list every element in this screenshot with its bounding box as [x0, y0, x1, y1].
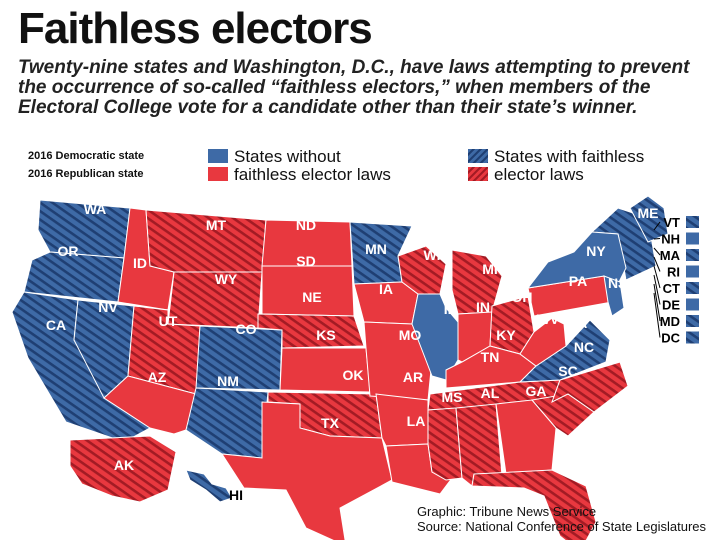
- state-label-nc: NC: [574, 339, 594, 355]
- callout-label-vt: VT: [663, 215, 680, 230]
- state-label-id: ID: [133, 255, 147, 271]
- legend: 2016 Democratic state 2016 Republican st…: [0, 146, 720, 186]
- state-label-ia: IA: [379, 281, 393, 297]
- state-tx: [221, 401, 393, 545]
- callout-swatch-de: [686, 298, 699, 311]
- state-label-ne: NE: [302, 289, 321, 305]
- state-label-ak: AK: [114, 457, 134, 473]
- state-label-mo: MO: [399, 327, 422, 343]
- legend-dem-label: 2016 Democratic state: [28, 150, 145, 162]
- state-label-hi: HI: [229, 487, 243, 503]
- callout-leader-ma: [653, 247, 661, 256]
- legend-swatch-dem-without: [208, 149, 228, 163]
- state-label-tx: TX: [321, 415, 340, 431]
- state-label-wv: WV: [537, 311, 560, 327]
- legend-with-line1: States with faithless: [494, 147, 645, 166]
- state-label-va: VA: [569, 315, 587, 331]
- state-label-mn: MN: [365, 241, 387, 257]
- state-label-nm: NM: [217, 373, 239, 389]
- legend-without-line2: faithless elector laws: [234, 165, 391, 184]
- state-label-ms: MS: [442, 389, 463, 405]
- state-label-il: IL: [444, 301, 457, 317]
- state-label-la: LA: [407, 413, 426, 429]
- state-label-wa: WA: [84, 201, 107, 217]
- state-label-ok: OK: [343, 367, 364, 383]
- state-label-oh: OH: [512, 289, 533, 305]
- state-label-wy: WY: [215, 271, 238, 287]
- callout-leader-ri: [653, 256, 661, 272]
- callout-swatch-ct: [686, 282, 699, 294]
- state-label-fl: FL: [561, 433, 579, 449]
- state-label-me: ME: [638, 205, 659, 221]
- legend-swatch-rep-with: [468, 167, 488, 181]
- state-label-nj: NJ: [608, 275, 626, 291]
- state-ak: [69, 435, 177, 503]
- state-label-ks: KS: [316, 327, 335, 343]
- callout-label-ct: CT: [663, 281, 680, 296]
- state-label-nd: ND: [296, 217, 316, 233]
- state-label-ky: KY: [496, 327, 516, 343]
- state-label-tn: TN: [481, 349, 500, 365]
- callout-leader-de: [653, 274, 661, 305]
- state-wv: [519, 317, 567, 367]
- callout-leader-ct: [653, 265, 661, 289]
- credit-graphic: Graphic: Tribune News Service: [416, 504, 597, 519]
- legend-with-line2: elector laws: [494, 165, 584, 184]
- state-label-al: AL: [481, 385, 500, 401]
- credit-source: Source: National Conference of State Leg…: [416, 519, 706, 534]
- callout-leader-dc: [653, 292, 661, 338]
- legend-rep-label: 2016 Republican state: [28, 168, 144, 180]
- callout-swatch-ri: [686, 265, 699, 278]
- callout-swatch-ma: [686, 249, 699, 261]
- state-or: [23, 251, 125, 303]
- us-map: WA OR CA NV ID MT WY UT AZ CO NM ND SD NE KS OK TX MN IA MO…: [0, 190, 720, 545]
- legend-swatch-rep-without: [208, 167, 228, 181]
- credits: Graphic: Tribune News Service Source: Na…: [417, 504, 706, 534]
- state-label-mt: MT: [206, 217, 227, 233]
- state-label-ny: NY: [586, 243, 606, 259]
- callout-label-ri: RI: [667, 265, 680, 280]
- state-label-mi: MI: [482, 261, 498, 277]
- state-label-ar: AR: [403, 369, 423, 385]
- callout-label-de: DE: [662, 298, 680, 313]
- state-label-ga: GA: [526, 383, 547, 399]
- callout-label-nh: NH: [661, 232, 680, 247]
- state-label-ca: CA: [46, 317, 66, 333]
- state-label-sc: SC: [558, 363, 577, 379]
- state-label-az: AZ: [148, 369, 167, 385]
- state-hi: [185, 469, 233, 503]
- callout-leader-md: [653, 283, 661, 322]
- state-ga: [495, 399, 557, 475]
- state-label-pa: PA: [569, 273, 587, 289]
- state-label-or: OR: [58, 243, 79, 259]
- state-label-ut: UT: [159, 313, 178, 329]
- state-nm: [185, 387, 269, 459]
- state-label-nv: NV: [98, 299, 118, 315]
- callout-leader-nh: [653, 238, 661, 240]
- subtitle: Twenty-nine states and Washington, D.C.,…: [18, 57, 690, 118]
- callout-swatch-vt: [686, 216, 699, 228]
- state-nj: [603, 275, 625, 317]
- callout-label-dc: DC: [661, 331, 680, 346]
- callout-swatch-nh: [686, 232, 699, 245]
- us-map-svg: WA OR CA NV ID MT WY UT AZ CO NM ND SD NE KS OK TX MN IA MO…: [11, 195, 699, 545]
- state-me: [629, 195, 669, 243]
- legend-without-line1: States without: [234, 147, 341, 166]
- callout-leader-vt: [653, 221, 661, 231]
- callout-label-md: MD: [660, 314, 680, 329]
- callout-swatch-md: [686, 315, 699, 327]
- callout-label-ma: MA: [660, 248, 681, 263]
- state-label-sd: SD: [296, 253, 315, 269]
- state-label-co: CO: [236, 321, 257, 337]
- legend-swatch-dem-with: [468, 149, 488, 163]
- state-label-wi: WI: [423, 247, 440, 263]
- state-label-in: IN: [476, 299, 490, 315]
- callout-swatch-dc: [686, 331, 699, 344]
- page-title: Faithless electors: [18, 4, 373, 53]
